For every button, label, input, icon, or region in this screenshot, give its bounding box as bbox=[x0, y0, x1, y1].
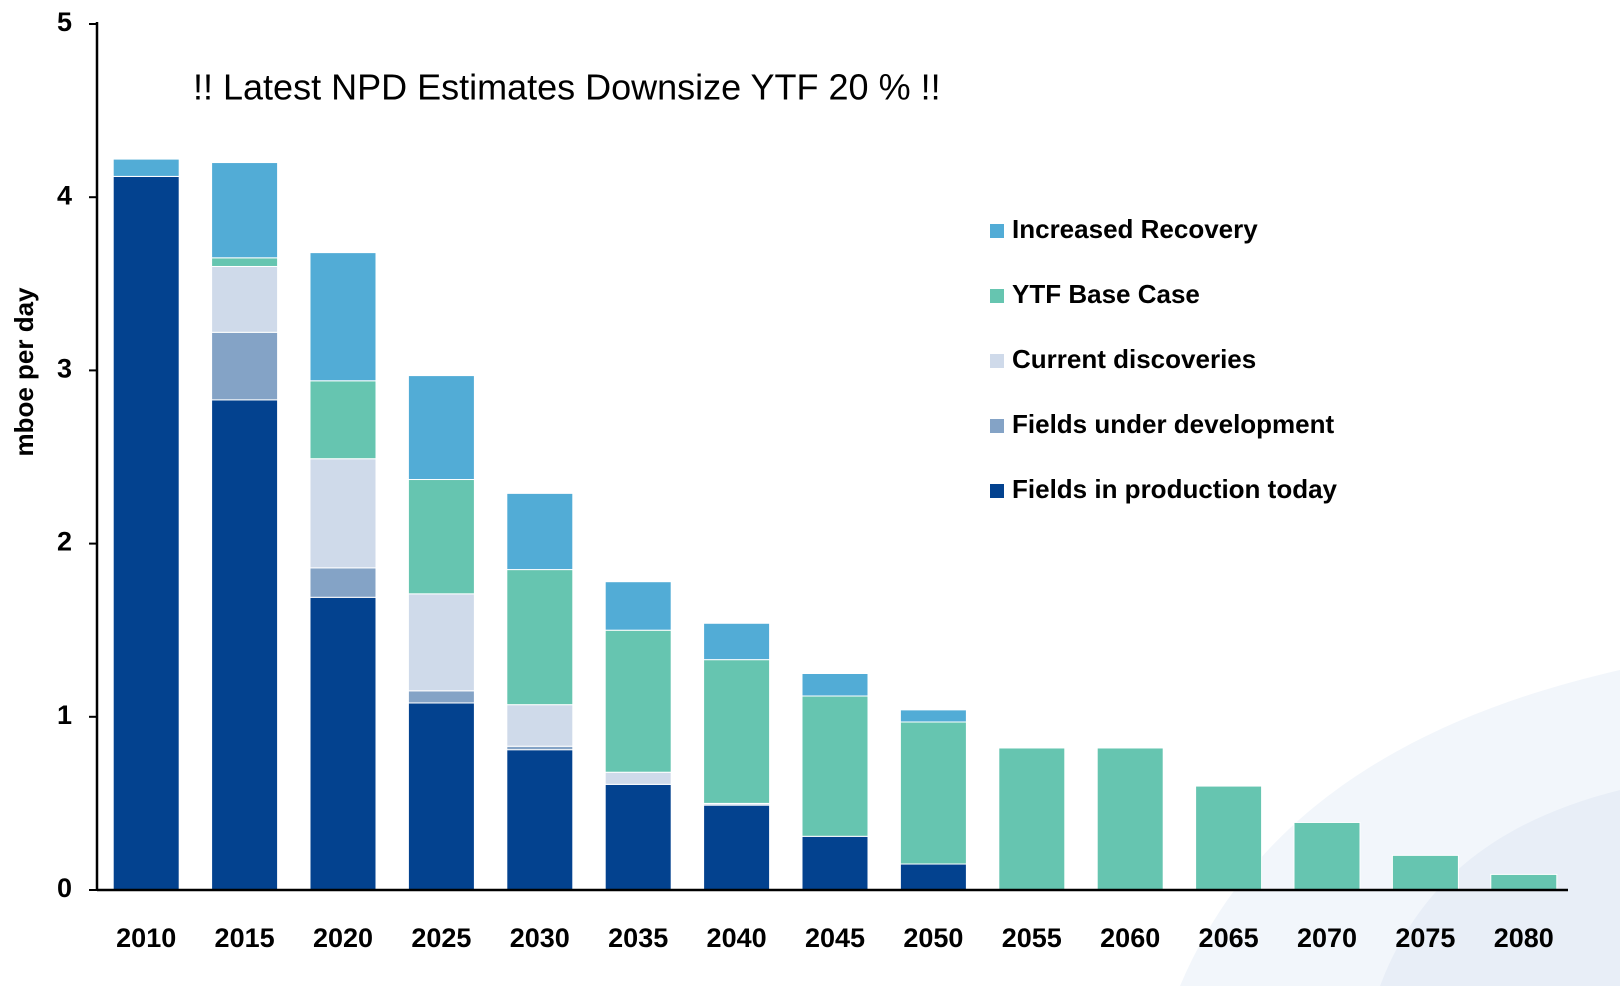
legend-label: Fields under development bbox=[1012, 409, 1335, 439]
bar-segment bbox=[506, 492, 574, 571]
x-tick-label: 2065 bbox=[1199, 923, 1259, 953]
bar-segment bbox=[1391, 854, 1459, 891]
x-tick-label: 2050 bbox=[903, 923, 963, 953]
legend-label: Current discoveries bbox=[1012, 344, 1256, 374]
x-tick-label: 2030 bbox=[510, 923, 570, 953]
chart-title: !! Latest NPD Estimates Downsize YTF 20 … bbox=[193, 67, 941, 108]
x-tick-label: 2025 bbox=[411, 923, 471, 953]
x-tick-label: 2020 bbox=[313, 923, 373, 953]
bar-segment bbox=[506, 745, 574, 751]
x-tick-label: 2045 bbox=[805, 923, 865, 953]
bar-segment bbox=[1096, 747, 1164, 891]
bar-segment bbox=[309, 458, 377, 569]
legend-swatch bbox=[990, 289, 1004, 303]
x-tick-label: 2075 bbox=[1395, 923, 1455, 953]
bar-segment bbox=[211, 257, 279, 267]
bar-segment bbox=[703, 804, 771, 891]
bar-segment bbox=[407, 690, 475, 704]
x-tick-label: 2080 bbox=[1494, 923, 1554, 953]
bar-segment bbox=[309, 567, 377, 598]
bar-segment bbox=[407, 593, 475, 692]
bar-segment bbox=[506, 569, 574, 706]
x-tick-label: 2015 bbox=[215, 923, 275, 953]
y-tick-label: 0 bbox=[57, 873, 72, 903]
y-tick-label: 3 bbox=[57, 354, 72, 384]
bar-segment bbox=[211, 265, 279, 333]
bar-segment bbox=[604, 629, 672, 773]
x-tick-label: 2055 bbox=[1002, 923, 1062, 953]
bar-segment bbox=[604, 581, 672, 631]
bar-segment bbox=[407, 375, 475, 481]
legend-swatch bbox=[990, 224, 1004, 238]
legend-swatch bbox=[990, 354, 1004, 368]
bar-segment bbox=[899, 721, 967, 865]
bar-segment bbox=[899, 709, 967, 723]
bar-segment bbox=[604, 771, 672, 785]
x-tick-label: 2010 bbox=[116, 923, 176, 953]
bar-segment bbox=[506, 749, 574, 891]
bar-segment bbox=[801, 695, 869, 837]
y-tick-label: 2 bbox=[57, 527, 72, 557]
bar-segment bbox=[112, 158, 180, 177]
bar-segment bbox=[211, 162, 279, 259]
bar-segment bbox=[604, 783, 672, 891]
bar-segment bbox=[112, 175, 180, 891]
bar-segment bbox=[1490, 873, 1558, 891]
y-tick-label: 1 bbox=[57, 700, 72, 730]
bar-segment bbox=[407, 479, 475, 595]
x-tick-label: 2060 bbox=[1100, 923, 1160, 953]
bar-segment bbox=[211, 331, 279, 401]
legend-swatch bbox=[990, 484, 1004, 498]
bar-segment bbox=[801, 673, 869, 697]
legend-label: Increased Recovery bbox=[1012, 214, 1258, 244]
bar-segment bbox=[1293, 821, 1361, 891]
bar-segment bbox=[998, 747, 1066, 891]
x-tick-label: 2040 bbox=[707, 923, 767, 953]
bar-segment bbox=[211, 399, 279, 891]
legend-label: YTF Base Case bbox=[1012, 279, 1200, 309]
bar-segment bbox=[407, 702, 475, 891]
x-tick-label: 2070 bbox=[1297, 923, 1357, 953]
bar-segment bbox=[506, 704, 574, 747]
bar-segment bbox=[1195, 785, 1263, 891]
bar-segment bbox=[801, 835, 869, 891]
y-tick-label: 5 bbox=[57, 7, 72, 37]
y-axis-label: mboe per day bbox=[9, 287, 39, 457]
legend-label: Fields in production today bbox=[1012, 474, 1338, 504]
bar-segment bbox=[703, 659, 771, 804]
bar-segment bbox=[309, 596, 377, 891]
bar-segment bbox=[309, 380, 377, 460]
bar-segment bbox=[703, 622, 771, 661]
bar-segment bbox=[899, 863, 967, 891]
legend-swatch bbox=[990, 419, 1004, 433]
y-tick-label: 4 bbox=[57, 180, 72, 210]
x-tick-label: 2035 bbox=[608, 923, 668, 953]
bar-segment bbox=[309, 252, 377, 382]
